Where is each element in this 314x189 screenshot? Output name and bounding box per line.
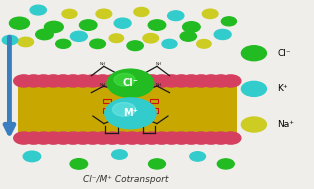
Circle shape [221,17,236,26]
Circle shape [36,29,53,40]
Circle shape [45,21,63,33]
Circle shape [148,20,166,30]
Text: NH: NH [155,83,162,87]
Circle shape [24,132,44,144]
Text: Cl⁻: Cl⁻ [277,49,291,58]
Circle shape [162,39,177,48]
Circle shape [33,75,54,87]
Circle shape [105,98,156,129]
Circle shape [152,75,172,87]
Circle shape [33,132,54,144]
Circle shape [241,117,266,132]
Bar [18,84,237,135]
Circle shape [90,39,106,49]
Circle shape [83,75,103,87]
Circle shape [23,151,41,162]
Circle shape [53,75,73,87]
Circle shape [56,39,71,48]
Circle shape [14,75,34,87]
Circle shape [114,18,131,28]
Circle shape [63,132,83,144]
Circle shape [62,9,77,18]
Circle shape [190,152,205,161]
Circle shape [180,31,196,41]
Circle shape [211,75,231,87]
Circle shape [142,132,162,144]
Circle shape [214,29,231,40]
Text: K⁺: K⁺ [277,84,288,93]
Circle shape [217,159,234,169]
Text: M⁺: M⁺ [123,108,138,118]
Circle shape [107,69,154,97]
Circle shape [112,102,136,116]
Circle shape [63,75,83,87]
Circle shape [93,75,113,87]
Text: Na⁺: Na⁺ [277,120,294,129]
Text: Cl⁻/M⁺ Cotransport: Cl⁻/M⁺ Cotransport [83,175,168,184]
Circle shape [112,150,127,159]
Circle shape [102,132,123,144]
Circle shape [24,75,44,87]
Circle shape [171,75,192,87]
Circle shape [171,132,192,144]
Circle shape [83,132,103,144]
Circle shape [181,132,202,144]
Circle shape [161,132,182,144]
Circle shape [102,75,123,87]
Circle shape [70,159,88,169]
Circle shape [112,132,133,144]
Circle shape [241,46,266,61]
Circle shape [122,132,142,144]
Circle shape [2,35,18,45]
Circle shape [132,132,152,144]
Circle shape [122,75,142,87]
Circle shape [183,22,200,32]
Circle shape [181,75,202,87]
Circle shape [197,40,211,48]
Circle shape [191,132,211,144]
Circle shape [53,132,73,144]
Circle shape [143,33,159,43]
Circle shape [202,9,218,19]
Circle shape [149,159,165,169]
Circle shape [73,75,93,87]
Circle shape [114,73,135,86]
Text: NH: NH [155,63,162,67]
Circle shape [70,31,87,41]
Circle shape [112,75,133,87]
Circle shape [132,75,152,87]
Circle shape [73,132,93,144]
Circle shape [127,41,143,51]
Circle shape [96,9,112,19]
Circle shape [14,132,34,144]
Text: NH: NH [99,63,105,67]
Circle shape [142,75,162,87]
Circle shape [93,132,113,144]
Circle shape [109,34,123,43]
Circle shape [161,75,182,87]
Circle shape [211,132,231,144]
Circle shape [191,75,211,87]
Circle shape [221,75,241,87]
Circle shape [30,5,46,15]
Circle shape [79,20,97,30]
Text: NH: NH [99,83,105,87]
Circle shape [43,75,63,87]
Circle shape [152,132,172,144]
Circle shape [201,132,221,144]
Circle shape [9,17,30,29]
Circle shape [221,132,241,144]
Circle shape [43,132,63,144]
Circle shape [134,7,149,16]
Circle shape [168,11,184,21]
Text: Cl⁻: Cl⁻ [122,78,138,88]
Circle shape [18,37,34,47]
Circle shape [241,81,266,96]
Circle shape [201,75,221,87]
